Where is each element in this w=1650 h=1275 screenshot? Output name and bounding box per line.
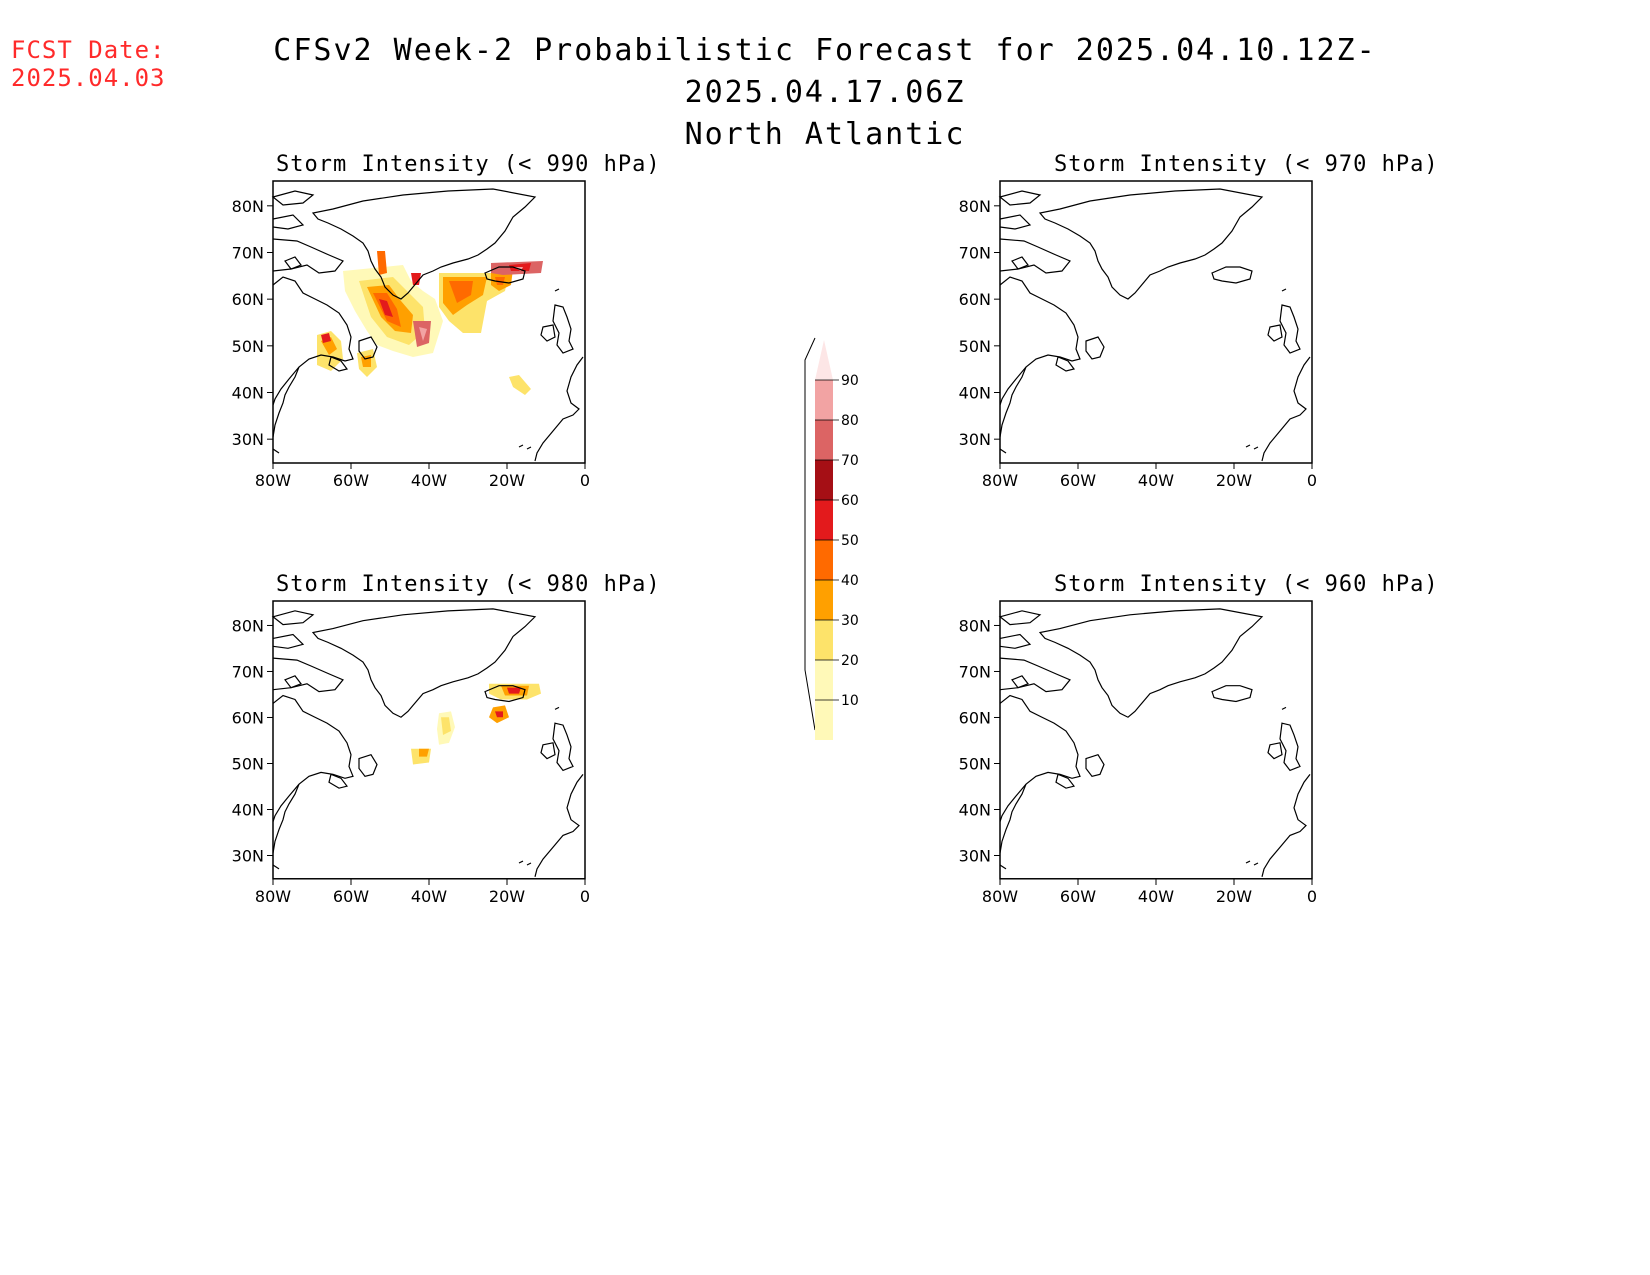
colorbar-segment	[815, 460, 833, 500]
lat-tick-label-980: 40N	[232, 801, 264, 820]
colorbar-label: 50	[841, 533, 859, 549]
probability-shading-990	[317, 251, 543, 395]
lon-tick-label-960: 40W	[1138, 887, 1174, 906]
lat-tick-label-980: 30N	[232, 847, 264, 866]
lon-tick-label-960: 20W	[1216, 887, 1252, 906]
lat-tick-label-960: 40N	[959, 801, 991, 820]
lon-tick-label-980: 20W	[489, 887, 525, 906]
colorbar-label: 90	[841, 373, 859, 389]
colorbar-label: 30	[841, 613, 859, 629]
lon-tick-label-960: 60W	[1060, 887, 1096, 906]
lon-tick-label-970: 40W	[1138, 471, 1174, 490]
map-panel-960	[999, 600, 1313, 880]
panel-title-960: Storm Intensity (< 960 hPa)	[1054, 572, 1439, 597]
colorbar-segment	[815, 620, 833, 660]
forecast-date-label: FCST Date: 2025.04.03	[11, 36, 166, 92]
lon-tick-label-990: 40W	[411, 471, 447, 490]
lat-tick-label-960: 50N	[959, 754, 991, 773]
title-line-2: North Atlantic	[684, 117, 966, 152]
colorbar-segment	[815, 540, 833, 580]
lon-tick-label-990: 0	[580, 471, 590, 490]
lon-tick-label-970: 20W	[1216, 471, 1252, 490]
lon-tick-label-980: 60W	[333, 887, 369, 906]
axes-layer: 80N 70N 60N 50N 40N 30N 80W 60W 40W 20W 0 80N 70N 60N…	[232, 197, 1317, 906]
map-panel-970	[999, 180, 1313, 464]
lat-tick-label-970: 40N	[959, 384, 991, 403]
lon-tick-label-980: 40W	[411, 887, 447, 906]
lat-tick-label-990: 40N	[232, 384, 264, 403]
panel-title-980: Storm Intensity (< 980 hPa)	[276, 572, 661, 597]
lat-tick-label-970: 70N	[959, 243, 991, 262]
lat-tick-label-970: 80N	[959, 197, 991, 216]
colorbar-label: 70	[841, 453, 859, 469]
lat-tick-label-960: 70N	[959, 662, 991, 681]
lon-tick-label-970: 0	[1307, 471, 1317, 490]
lon-tick-label-990: 60W	[333, 471, 369, 490]
lat-tick-label-990: 80N	[232, 197, 264, 216]
lat-tick-label-980: 80N	[232, 616, 264, 635]
page-title: CFSv2 Week-2 Probabilistic Forecast for …	[160, 30, 1490, 156]
colorbar-label: 10	[841, 693, 859, 709]
lat-tick-label-970: 30N	[959, 430, 991, 449]
colorbar-segment	[815, 500, 833, 540]
colorbar-segment	[815, 580, 833, 620]
map-panel-980	[272, 600, 586, 880]
colorbar-segment	[815, 660, 833, 700]
lat-tick-label-960: 80N	[959, 616, 991, 635]
colorbar-top-extension	[815, 340, 833, 380]
colorbar-label: 80	[841, 413, 859, 429]
lat-tick-label-960: 30N	[959, 847, 991, 866]
lon-tick-label-980: 0	[580, 887, 590, 906]
colorbar-segment	[815, 420, 833, 460]
map-panel-990	[272, 180, 586, 464]
map-frame-980	[273, 601, 585, 879]
lon-tick-label-970: 80W	[982, 471, 1018, 490]
colorbar-label: 60	[841, 493, 859, 509]
lat-tick-label-990: 60N	[232, 290, 264, 309]
panel-title-970: Storm Intensity (< 970 hPa)	[1054, 152, 1439, 177]
lat-tick-label-980: 50N	[232, 754, 264, 773]
lat-tick-label-970: 60N	[959, 290, 991, 309]
lat-tick-label-980: 60N	[232, 708, 264, 727]
colorbar-label: 20	[841, 653, 859, 669]
lat-tick-label-990: 30N	[232, 430, 264, 449]
panel-title-990: Storm Intensity (< 990 hPa)	[276, 152, 661, 177]
colorbar-segment	[815, 380, 833, 420]
lon-tick-label-970: 60W	[1060, 471, 1096, 490]
map-frame-960	[1000, 601, 1312, 879]
lon-tick-label-990: 20W	[489, 471, 525, 490]
lat-tick-label-970: 50N	[959, 337, 991, 356]
fcst-date-value: 2025.04.03	[11, 64, 166, 92]
colorbar-label: 40	[841, 573, 859, 589]
lon-tick-label-960: 0	[1307, 887, 1317, 906]
lon-tick-label-980: 80W	[255, 887, 291, 906]
lon-tick-label-960: 80W	[982, 887, 1018, 906]
title-line-1: CFSv2 Week-2 Probabilistic Forecast for …	[273, 33, 1377, 110]
fcst-date-caption: FCST Date:	[11, 36, 166, 64]
lon-tick-label-990: 80W	[255, 471, 291, 490]
colorbar-segment	[815, 700, 833, 740]
map-frame-970	[1000, 181, 1312, 463]
colorbar: 90 80 70 60 50 40 30 20 10	[804, 337, 859, 740]
lat-tick-label-980: 70N	[232, 662, 264, 681]
lat-tick-label-990: 50N	[232, 337, 264, 356]
lat-tick-label-960: 60N	[959, 708, 991, 727]
lat-tick-label-990: 70N	[232, 243, 264, 262]
